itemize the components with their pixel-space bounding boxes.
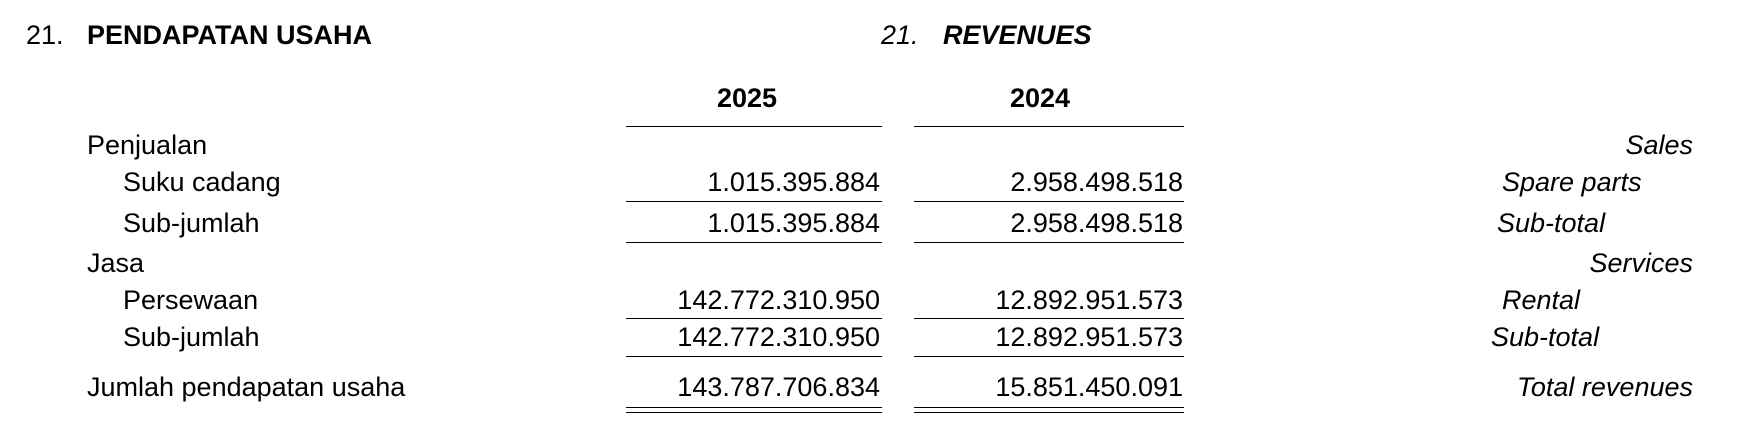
underline-subtotal-services-2025 <box>626 356 882 357</box>
column-header-underline-2024 <box>914 126 1184 127</box>
row-label-spare-parts-id: Suku cadang <box>123 167 281 197</box>
value-spare-parts-2025: 1.015.395.884 <box>707 167 880 197</box>
underline-subtotal-services-2024 <box>914 356 1184 357</box>
section-number-id: 21. <box>26 20 64 50</box>
double-underline-total-2025-a <box>626 407 882 408</box>
row-label-subtotal-services-id: Sub-jumlah <box>123 322 260 352</box>
double-underline-total-2025-b <box>626 412 882 413</box>
value-subtotal-services-2024: 12.892.951.573 <box>995 322 1183 352</box>
row-label-rental-id: Persewaan <box>123 285 259 315</box>
row-label-sales-en: Sales <box>1625 130 1693 160</box>
row-label-subtotal-services-en: Sub-total <box>1491 322 1600 352</box>
underline-rental-2025 <box>626 318 882 319</box>
double-underline-total-2024-a <box>914 407 1184 408</box>
underline-rental-2024 <box>914 318 1184 319</box>
value-subtotal-sales-2025: 1.015.395.884 <box>707 208 880 238</box>
row-label-spare-parts-en: Spare parts <box>1502 167 1642 197</box>
section-title-en: REVENUES <box>943 20 1092 50</box>
row-label-subtotal-sales-id: Sub-jumlah <box>123 208 260 238</box>
underline-subtotal-sales-2025 <box>626 242 882 243</box>
row-label-total-en: Total revenues <box>1516 372 1693 402</box>
value-rental-2025: 142.772.310.950 <box>677 285 880 315</box>
column-header-2024: 2024 <box>1010 83 1071 113</box>
row-label-services-en: Services <box>1589 248 1693 278</box>
row-label-subtotal-sales-en: Sub-total <box>1497 208 1606 238</box>
double-underline-total-2024-b <box>914 412 1184 413</box>
underline-spare-parts-2024 <box>914 201 1184 202</box>
row-label-sales-id: Penjualan <box>87 130 208 160</box>
column-header-2025: 2025 <box>717 83 778 113</box>
value-subtotal-sales-2024: 2.958.498.518 <box>1010 208 1183 238</box>
row-label-services-id: Jasa <box>87 248 145 278</box>
row-label-total-id: Jumlah pendapatan usaha <box>87 372 406 402</box>
value-total-2025: 143.787.706.834 <box>677 372 880 402</box>
value-total-2024: 15.851.450.091 <box>995 372 1183 402</box>
section-title-id: PENDAPATAN USAHA <box>87 20 373 50</box>
row-label-rental-en: Rental <box>1502 285 1581 315</box>
section-number-en: 21. <box>881 20 919 50</box>
value-spare-parts-2024: 2.958.498.518 <box>1010 167 1183 197</box>
underline-spare-parts-2025 <box>626 201 882 202</box>
value-subtotal-services-2025: 142.772.310.950 <box>677 322 880 352</box>
value-rental-2024: 12.892.951.573 <box>995 285 1183 315</box>
underline-subtotal-sales-2024 <box>914 242 1184 243</box>
column-header-underline-2025 <box>626 126 882 127</box>
